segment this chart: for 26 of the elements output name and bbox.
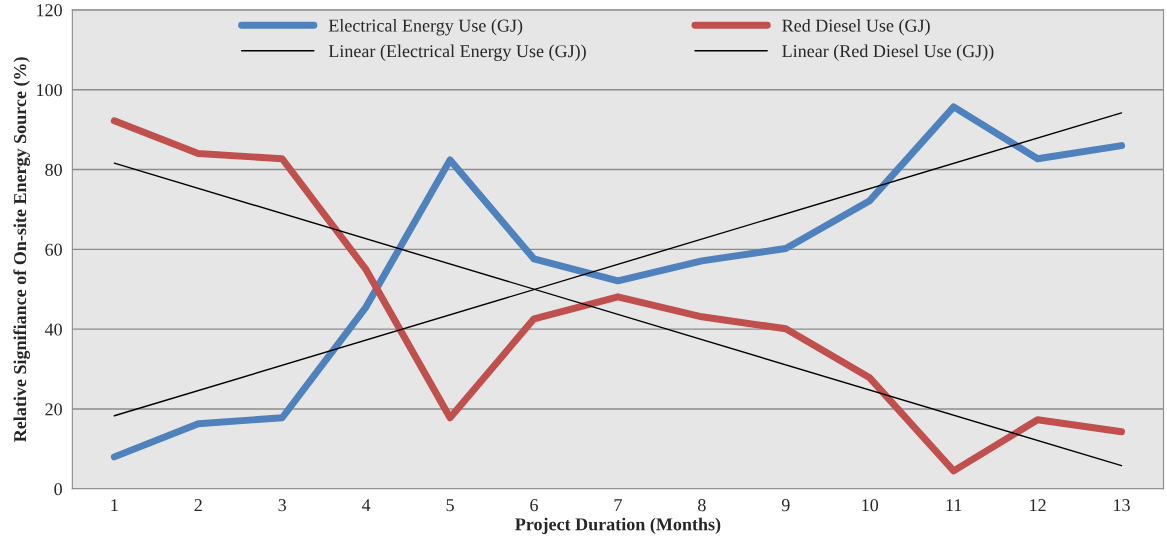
- y-axis-title: Relative Signifiance of On-site Energy Source (%): [13, 57, 30, 442]
- legend-label: Red Diesel Use (GJ): [782, 19, 930, 36]
- y-tick-label: 20: [45, 403, 62, 416]
- x-tick-label: 13: [1114, 499, 1130, 512]
- y-tick-label: 100: [37, 83, 62, 97]
- y-tick-label: 120: [37, 4, 62, 17]
- x-axis-title: Project Duration (Months): [515, 517, 721, 535]
- x-tick-label: 9: [781, 499, 790, 512]
- y-tick-label: 80: [45, 163, 62, 176]
- x-tick-label: 5: [446, 499, 454, 512]
- legend-label: Linear (Electrical Energy Use (GJ)): [328, 44, 586, 61]
- x-tick-label: 6: [530, 499, 538, 512]
- x-tick-label: 7: [614, 499, 622, 512]
- x-tick-label: 2: [194, 499, 202, 512]
- y-tick-label: 60: [45, 243, 62, 256]
- x-tick-label: 10: [862, 499, 879, 512]
- x-tick-label: 12: [1030, 499, 1046, 512]
- y-tick-label: 40: [44, 323, 62, 336]
- x-tick-label: 11: [946, 499, 962, 512]
- x-tick-label: 1: [111, 499, 118, 512]
- x-tick-label: 4: [361, 499, 371, 512]
- legend-label: Electrical Energy Use (GJ): [328, 19, 523, 36]
- x-tick-label: 3: [278, 499, 286, 512]
- y-tick-label: 0: [54, 483, 62, 496]
- legend-label: Linear (Red Diesel Use (GJ)): [782, 44, 994, 61]
- x-tick-label: 8: [698, 499, 706, 512]
